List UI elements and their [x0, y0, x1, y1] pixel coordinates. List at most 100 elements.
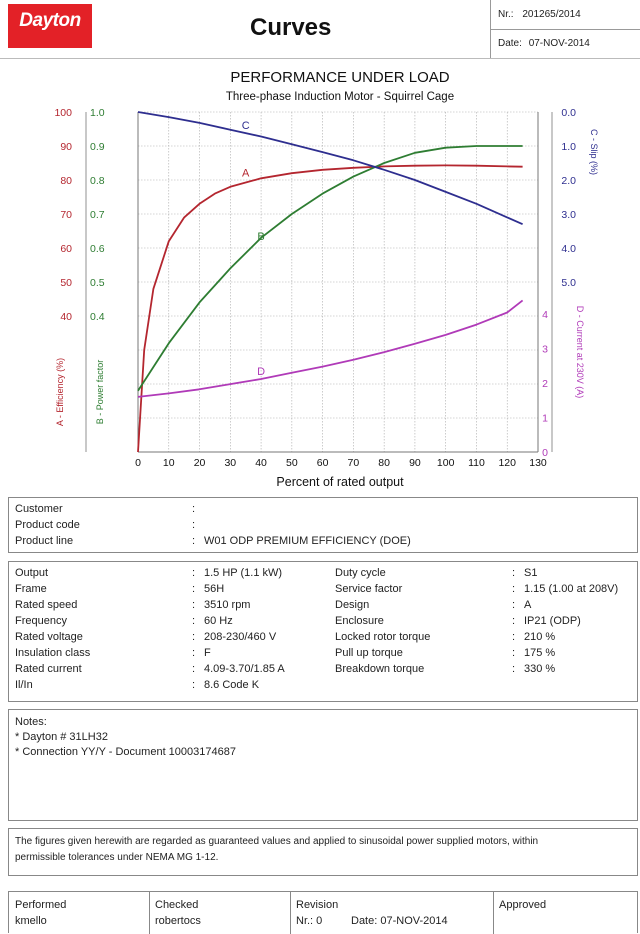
disclaimer-box: The figures given herewith are regarded …	[8, 828, 638, 876]
spec-right-label: Service factor	[335, 583, 403, 595]
power-factor-tick-label: 0.4	[90, 311, 105, 323]
nr-value: 201265/2014	[522, 9, 581, 20]
slip-axis-label: C - Slip (%)	[589, 129, 599, 175]
chart-subtitle: Three-phase Induction Motor - Squirrel C…	[226, 91, 454, 103]
efficiency-tick-label: 90	[60, 141, 72, 153]
spec-left-value: 4.09-3.70/1.85 A	[204, 663, 285, 675]
x-tick-label: 100	[437, 457, 455, 469]
spec-left-label: Frequency	[15, 615, 67, 627]
spec-left-value: 56H	[204, 583, 225, 595]
header: Dayton Curves Nr.: 201265/2014 Date: 07-…	[0, 0, 640, 60]
series-line-a	[137, 164, 523, 453]
product-line-value: W01 ODP PREMIUM EFFICIENCY (DOE)	[204, 535, 411, 547]
x-tick-label: 20	[194, 457, 206, 469]
efficiency-tick-label: 100	[54, 107, 72, 119]
chart-grid	[85, 111, 553, 453]
efficiency-tick-label: 60	[60, 243, 72, 255]
chart-series: A B C D	[137, 111, 524, 453]
spec-left-value: 3510 rpm	[204, 599, 251, 611]
power-factor-axis-label: B - Power factor	[95, 360, 105, 425]
spec-left-label: Rated speed	[15, 599, 78, 611]
note-line: * Connection YY/Y - Document 10003174687	[15, 746, 236, 758]
spec-right-label: Locked rotor torque	[335, 631, 431, 643]
spec-left-colon: :	[192, 599, 196, 611]
x-tick-label: 0	[135, 457, 141, 469]
performance-chart: PERFORMANCE UNDER LOAD Three-phase Induc…	[54, 69, 599, 489]
spec-right-value: 1.15 (1.00 at 208V)	[524, 583, 619, 595]
date-value: 07-NOV-2014	[528, 38, 590, 49]
notes-box: Notes: * Dayton # 31LH32 * Connection YY…	[8, 709, 638, 821]
chart-ticks: 0 10 20 30 40 50 60 70 80 90 100 110 120 130100908070…	[54, 107, 576, 469]
slip-tick-label: 5.0	[561, 277, 576, 289]
spec-left-colon: :	[192, 567, 196, 579]
series-line-d	[137, 299, 524, 398]
power-factor-tick-label: 0.8	[90, 175, 105, 187]
slip-tick-label: 2.0	[561, 175, 576, 187]
revision-label: Revision	[296, 899, 339, 911]
series-label-b: B	[257, 231, 264, 243]
x-tick-label: 80	[378, 457, 390, 469]
spec-right-label: Pull up torque	[335, 647, 403, 659]
checked-label: Checked	[155, 899, 199, 911]
document-title: Curves	[250, 14, 332, 41]
customer-label: Customer	[15, 503, 63, 515]
spec-right-label: Duty cycle	[335, 567, 386, 579]
spec-left-colon: :	[192, 631, 196, 643]
spec-left-label: Output	[15, 567, 49, 579]
x-tick-label: 110	[468, 457, 485, 469]
nr-label: Nr.:	[498, 9, 514, 20]
spec-right-label: Design	[335, 599, 370, 611]
spec-left-label: Rated voltage	[15, 631, 83, 643]
spec-left-colon: :	[192, 663, 196, 675]
slip-tick-label: 3.0	[561, 209, 576, 221]
header-bottom-rule	[0, 58, 640, 59]
revision-date: Date: 07-NOV-2014	[351, 915, 448, 927]
current-tick-label: 1	[542, 413, 548, 425]
spec-left-value: F	[204, 647, 211, 659]
current-tick-label: 3	[542, 344, 548, 356]
x-tick-label: 50	[286, 457, 298, 469]
footer-divider	[290, 892, 291, 934]
date-field: Date: 07-NOV-2014	[498, 38, 590, 49]
x-tick-label: 60	[317, 457, 329, 469]
spec-right-colon: :	[512, 583, 516, 595]
efficiency-tick-label: 70	[60, 209, 72, 221]
spec-left-label: Insulation class	[15, 647, 91, 659]
spec-right-label: Enclosure	[335, 615, 384, 627]
x-axis-label: Percent of rated output	[276, 475, 404, 489]
efficiency-axis-label: A - Efficiency (%)	[55, 358, 65, 426]
revision-number: Nr.: 0	[296, 915, 323, 927]
performed-value: kmello	[15, 915, 47, 927]
disclaimer-line-2: permissible tolerances under NEMA MG 1-1…	[15, 852, 219, 863]
efficiency-tick-label: 40	[60, 311, 72, 323]
dayton-logo: Dayton	[8, 4, 92, 48]
series-line-b	[137, 145, 523, 392]
header-divider-h	[490, 29, 640, 30]
spec-left-value: 1.5 HP (1.1 kW)	[204, 567, 283, 579]
spec-right-value: 330 %	[524, 663, 556, 675]
current-tick-label: 0	[542, 447, 548, 459]
footer-box: Performed kmello Checked robertocs Revis…	[8, 891, 638, 934]
slip-tick-label: 0.0	[561, 107, 576, 119]
slip-tick-label: 1.0	[561, 141, 576, 153]
power-factor-tick-label: 1.0	[90, 107, 105, 119]
x-tick-label: 90	[409, 457, 421, 469]
spec-left-value: 8.6 Code K	[204, 679, 260, 691]
series-line-c	[137, 111, 523, 226]
slip-tick-label: 4.0	[561, 243, 576, 255]
approved-label: Approved	[499, 899, 547, 911]
spec-left-colon: :	[192, 647, 196, 659]
spec-right-colon: :	[512, 663, 516, 675]
product-code-colon: :	[192, 519, 196, 531]
x-tick-label: 130	[529, 457, 547, 469]
x-tick-label: 40	[255, 457, 267, 469]
spec-right-colon: :	[512, 631, 516, 643]
series-label-c: C	[242, 120, 250, 132]
spec-right-colon: :	[512, 599, 516, 611]
series-label-a: A	[242, 168, 250, 180]
x-tick-label: 30	[224, 457, 236, 469]
spec-left-label: Frame	[15, 583, 47, 595]
current-tick-label: 4	[542, 309, 548, 321]
footer-divider	[493, 892, 494, 934]
spec-right-value: A	[524, 599, 532, 611]
